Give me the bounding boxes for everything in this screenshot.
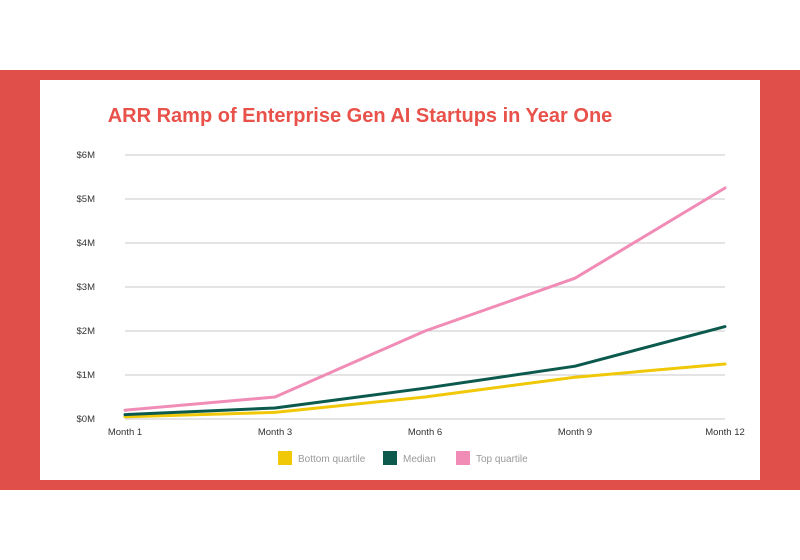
arr-line-chart: ARR Ramp of Enterprise Gen AI Startups i… [77, 105, 745, 465]
y-tick-label: $3M [77, 282, 96, 293]
legend-swatch-bottom-quartile [278, 451, 292, 465]
y-tick-label: $0M [77, 414, 96, 425]
legend-label-top-quartile: Top quartile [476, 454, 528, 465]
chart-title: ARR Ramp of Enterprise Gen AI Startups i… [108, 105, 613, 127]
x-tick-label: Month 1 [108, 427, 142, 438]
y-tick-label: $6M [77, 150, 96, 161]
series-line-bottom-quartile [123, 362, 727, 419]
y-tick-label: $1M [77, 370, 96, 381]
y-tick-label: $5M [77, 194, 96, 205]
x-tick-label: Month 12 [705, 427, 745, 438]
legend-label-median: Median [403, 454, 436, 465]
y-tick-label: $2M [77, 326, 96, 337]
legend-swatch-top-quartile [456, 451, 470, 465]
x-tick-label: Month 6 [408, 427, 442, 438]
series-line-median [123, 325, 727, 417]
series-line-top-quartile [123, 186, 727, 412]
legend-swatch-median [383, 451, 397, 465]
chart-card: ARR Ramp of Enterprise Gen AI Startups i… [40, 80, 760, 480]
x-tick-label: Month 9 [558, 427, 592, 438]
legend-label-bottom-quartile: Bottom quartile [298, 454, 366, 465]
x-tick-label: Month 3 [258, 427, 292, 438]
y-tick-label: $4M [77, 238, 96, 249]
